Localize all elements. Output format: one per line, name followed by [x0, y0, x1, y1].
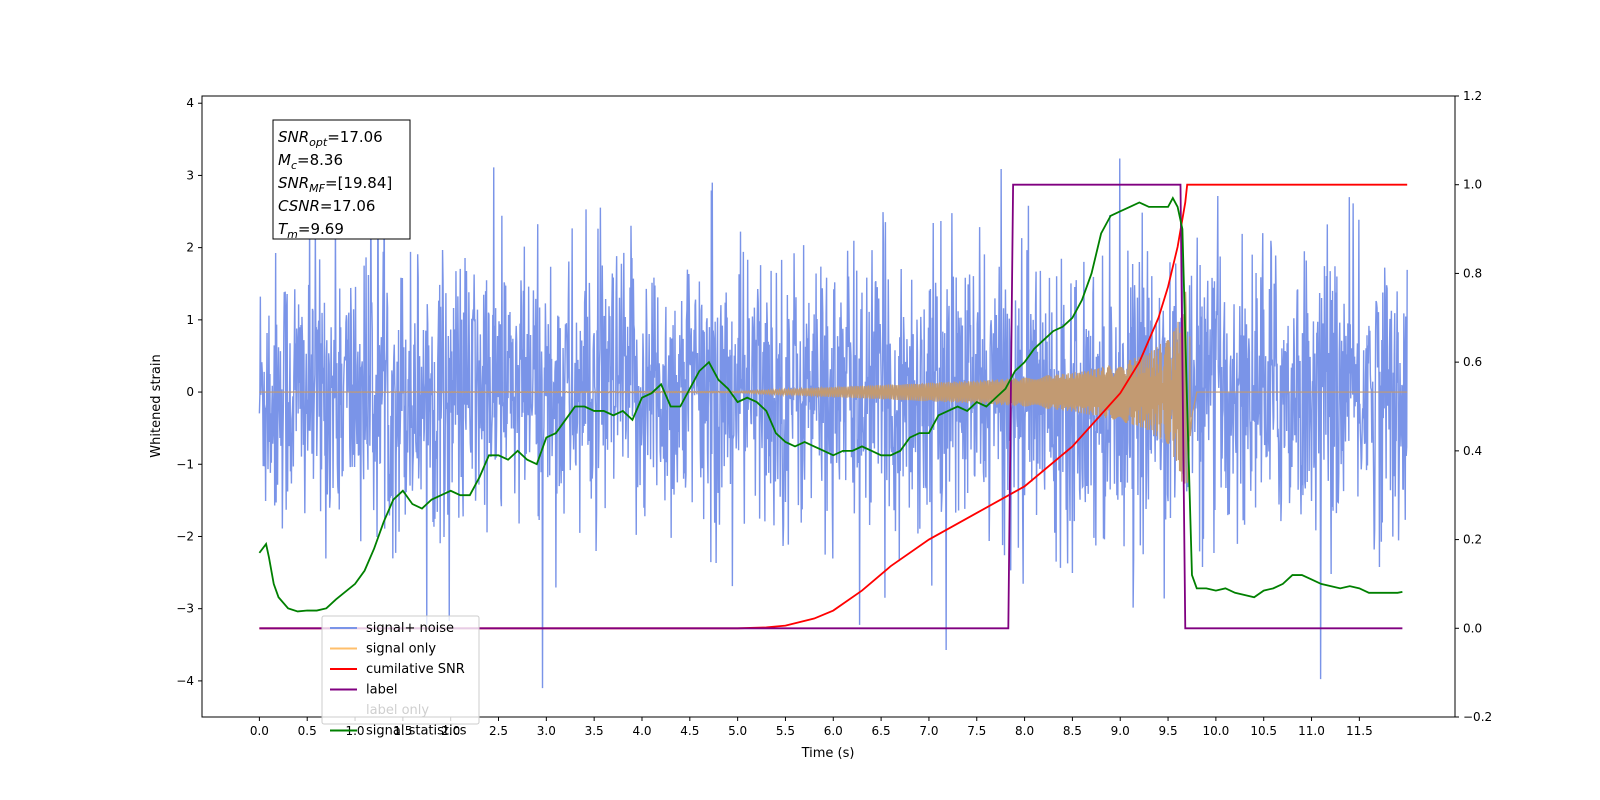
annotation-text: SNRopt=17.06 Mc=8.36 SNRMF=[19.84] CSNR=17.…	[278, 128, 392, 241]
x-tick-label: 4.5	[680, 724, 699, 738]
y-left-tick-label: 1	[186, 313, 194, 327]
y-right-tick-label: 0.6	[1463, 355, 1482, 369]
y-left-tick-label: 0	[186, 385, 194, 399]
annotation-value: =17.06	[320, 197, 376, 215]
legend-label: signal statistics	[366, 724, 467, 739]
annotation-subscript: MF	[309, 182, 325, 195]
x-tick-label: 8.5	[1063, 724, 1082, 738]
x-tick-label: 7.5	[967, 724, 986, 738]
legend-label: signal only	[366, 642, 436, 657]
legend-label: label	[366, 683, 397, 698]
x-tick-label: 7.0	[919, 724, 938, 738]
x-tick-label: 6.5	[872, 724, 891, 738]
y-left-tick-label: −2	[176, 529, 194, 543]
legend-label: cumilative SNR	[366, 662, 465, 677]
series-signal-only-line	[259, 291, 1408, 484]
annotation-subscript: c	[291, 159, 297, 172]
legend-frame	[321, 615, 480, 725]
annotation-line: SNR	[278, 174, 309, 192]
series-label-line	[259, 183, 1403, 630]
x-tick-label: 0.0	[250, 724, 269, 738]
series-layer	[258, 130, 1408, 689]
y-left-tick-label: 2	[186, 241, 194, 255]
annotation-box: SNRopt=17.06 Mc=8.36 SNRMF=[19.84] CSNR=17.…	[272, 119, 411, 241]
annotation-subscript: opt	[309, 136, 328, 149]
annotation-frame	[272, 119, 411, 240]
annotation-line: M	[278, 151, 291, 169]
x-tick-label: 10.5	[1250, 724, 1277, 738]
legend-label: label only	[366, 703, 429, 718]
x-tick-label: 0.5	[298, 724, 317, 738]
x-tick-label: 2.5	[489, 724, 508, 738]
y-left-axis-ticks: −4 −3 −2 −1 0 1 2 3 4	[176, 96, 202, 688]
series-signal-statistics-line	[258, 196, 1403, 613]
legend-label: signal+ noise	[366, 621, 454, 636]
y-right-tick-label: 0.2	[1463, 533, 1482, 547]
y-right-tick-label: −0.2	[1463, 710, 1492, 724]
annotation-line: T	[278, 220, 289, 238]
legend: signal+ noise signal only cumilative SNR la…	[321, 615, 480, 739]
x-tick-label: 3.5	[585, 724, 604, 738]
annotation-value: =9.69	[298, 220, 344, 238]
x-tick-label: 4.0	[632, 724, 651, 738]
y-left-tick-label: −1	[176, 457, 194, 471]
annotation-value: =17.06	[327, 128, 383, 146]
annotation-subscript: m	[287, 228, 298, 241]
series-signal-noise-line	[258, 130, 1408, 689]
plot-frame	[201, 95, 1456, 718]
x-axis-label: Time (s)	[801, 746, 855, 761]
x-tick-label: 1.5	[393, 724, 412, 738]
y-right-tick-label: 1.2	[1463, 89, 1482, 103]
annotation-value: =[19.84]	[325, 174, 392, 192]
y-right-tick-label: 0.8	[1463, 266, 1482, 280]
y-axis-label: Whitened strain	[149, 354, 164, 457]
y-left-tick-label: 4	[186, 96, 194, 110]
x-tick-label: 8.0	[1015, 724, 1034, 738]
y-right-axis-ticks: −0.2 0.0 0.2 0.4 0.6 0.8 1.0 1.2	[1455, 89, 1492, 724]
y-right-tick-label: 0.0	[1463, 621, 1482, 635]
y-left-tick-label: 3	[186, 168, 194, 182]
x-axis-ticks: 0.0 0.5 1.0 1.5 2.0 2.5 3.0 3.5 4.0 4.5 5.0 5.5 6.0 6…	[250, 717, 1373, 738]
x-tick-label: 9.0	[1111, 724, 1130, 738]
x-tick-label: 5.5	[776, 724, 795, 738]
y-left-tick-label: −3	[176, 602, 194, 616]
series-cumilative-snr-line	[259, 183, 1408, 630]
y-right-tick-label: 0.4	[1463, 444, 1482, 458]
x-tick-label: 6.0	[824, 724, 843, 738]
annotation-value: =8.36	[297, 151, 343, 169]
y-right-tick-label: 1.0	[1463, 178, 1482, 192]
x-tick-label: 5.0	[728, 724, 747, 738]
annotation-line: SNR	[278, 128, 309, 146]
y-left-tick-label: −4	[176, 674, 194, 688]
x-tick-label: 3.0	[537, 724, 556, 738]
x-tick-label: 11.0	[1298, 724, 1325, 738]
x-tick-label: 10.0	[1203, 724, 1230, 738]
x-tick-label: 2.0	[441, 724, 460, 738]
x-tick-label: 9.5	[1159, 724, 1178, 738]
annotation-line: CSNR	[278, 197, 320, 215]
x-tick-label: 11.5	[1346, 724, 1373, 738]
